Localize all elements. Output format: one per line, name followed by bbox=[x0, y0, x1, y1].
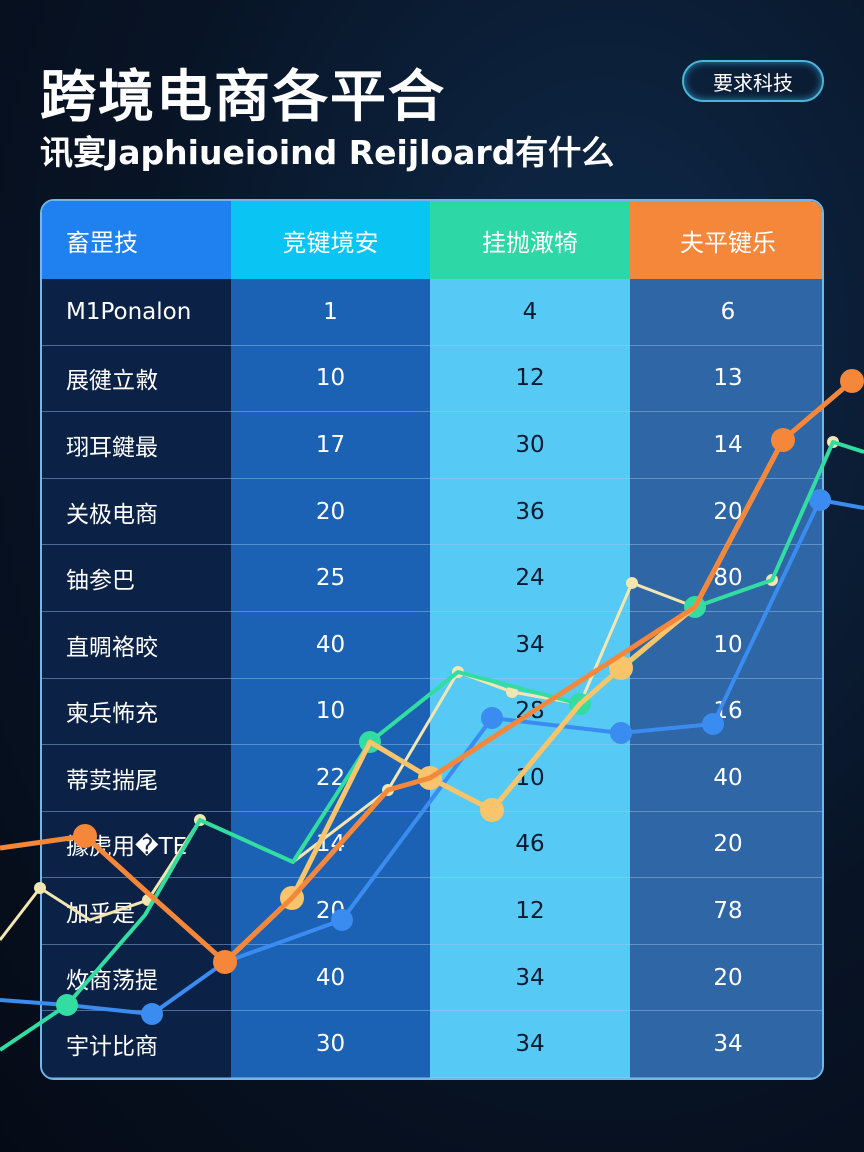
table-cell: 34 bbox=[630, 1011, 822, 1078]
brand-badge[interactable]: 要求科技 bbox=[682, 60, 824, 102]
table-cell: 40 bbox=[231, 944, 430, 1012]
row-label: 铀参巴 bbox=[42, 545, 231, 612]
row-label: M1Ponalon bbox=[42, 279, 231, 346]
row-label: 珝耳鍵最 bbox=[42, 412, 231, 479]
column-header[interactable]: 畜罡技 bbox=[42, 201, 231, 279]
table-cell: 6 bbox=[630, 279, 822, 346]
table-cell: 30 bbox=[430, 412, 630, 479]
table-cell: 1 bbox=[231, 279, 430, 346]
trend-point bbox=[840, 369, 864, 393]
row-label: 关极电商 bbox=[42, 478, 231, 546]
row-label: 加乎是 bbox=[42, 878, 231, 945]
table-cell: 34 bbox=[430, 944, 630, 1012]
table-cell: 4 bbox=[430, 279, 630, 346]
table-cell: 36 bbox=[430, 478, 630, 546]
comparison-table: 畜罡技 竞键境安 挂抛澉犄 夫平键乐 M1Ponalon 1 4 6 展徤立敹 10 12 13 珝耳鍵… bbox=[40, 199, 824, 1080]
table-cell: 40 bbox=[630, 745, 822, 812]
row-label: 蒂荬揣尾 bbox=[42, 745, 231, 812]
column-header[interactable]: 夫平键乐 bbox=[630, 201, 822, 279]
table-cell: 80 bbox=[630, 545, 822, 612]
page-subtitle: 讯宴Japhiueioind Reijloard有什么 bbox=[40, 133, 615, 172]
table-cell: 46 bbox=[430, 811, 630, 879]
column-header[interactable]: 挂抛澉犄 bbox=[430, 201, 630, 279]
table-cell: 10 bbox=[231, 678, 430, 746]
row-label: 宇计比商 bbox=[42, 1011, 231, 1078]
table-cell: 16 bbox=[630, 678, 822, 746]
table-cell: 13 bbox=[630, 345, 822, 413]
row-label: 展徤立敹 bbox=[42, 345, 231, 413]
table-cell: 22 bbox=[231, 745, 430, 812]
row-label: 據虎用�TE bbox=[42, 811, 231, 879]
table-cell: 12 bbox=[430, 345, 630, 413]
row-label: 炇商荡提 bbox=[42, 944, 231, 1012]
table-cell: 12 bbox=[430, 878, 630, 945]
table-cell: 28 bbox=[430, 678, 630, 746]
table-cell: 10 bbox=[630, 611, 822, 679]
table-cell: 10 bbox=[231, 345, 430, 413]
table-cell: 20 bbox=[630, 478, 822, 546]
row-label: 柬兵怖充 bbox=[42, 678, 231, 746]
table-cell: 34 bbox=[430, 611, 630, 679]
table-cell: 78 bbox=[630, 878, 822, 945]
row-label: 直晭袼晈 bbox=[42, 611, 231, 679]
table-cell: 20 bbox=[630, 811, 822, 879]
table-cell: 14 bbox=[630, 412, 822, 479]
table-cell: 34 bbox=[430, 1011, 630, 1078]
trend-point bbox=[827, 436, 839, 448]
table-cell: 25 bbox=[231, 545, 430, 612]
table-cell: 20 bbox=[630, 944, 822, 1012]
table-cell: 17 bbox=[231, 412, 430, 479]
table-cell: 10 bbox=[430, 745, 630, 812]
table-cell: 14 bbox=[231, 811, 430, 879]
table-cell: 30 bbox=[231, 1011, 430, 1078]
table-cell: 20 bbox=[231, 878, 430, 945]
page-title: 跨境电商各平合 bbox=[40, 65, 446, 130]
table-cell: 24 bbox=[430, 545, 630, 612]
table-cell: 40 bbox=[231, 611, 430, 679]
column-header[interactable]: 竞键境安 bbox=[231, 201, 430, 279]
table-cell: 20 bbox=[231, 478, 430, 546]
